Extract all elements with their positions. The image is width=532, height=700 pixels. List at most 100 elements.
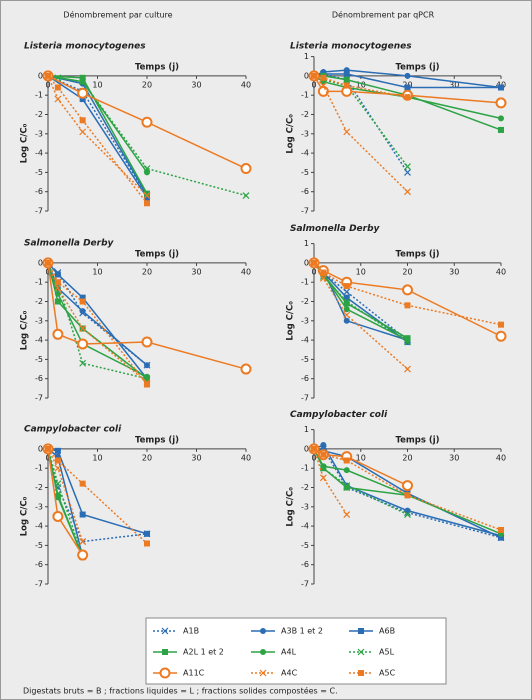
marker — [495, 97, 507, 109]
y-tick-label: -2 — [35, 297, 43, 306]
x-tick-label: 20 — [402, 453, 412, 462]
marker — [498, 126, 504, 133]
legend-label: A6B — [379, 627, 395, 636]
marker — [404, 338, 411, 346]
y-tick-label: -5 — [35, 168, 43, 177]
marker — [343, 457, 350, 464]
marker — [319, 474, 327, 482]
marker — [79, 325, 87, 332]
marker — [144, 540, 150, 547]
x-tick-label: 10 — [356, 453, 366, 462]
y-tick-label: -5 — [35, 355, 43, 364]
marker — [54, 457, 61, 464]
y-axis-label: Log C/C₀ — [20, 310, 30, 350]
y-axis-label: Log C/C₀ — [20, 496, 30, 536]
y-tick-label: -7 — [301, 394, 309, 403]
marker — [343, 298, 351, 305]
series-line — [313, 75, 408, 98]
marker — [498, 534, 504, 541]
legend-label: A5L — [379, 648, 395, 657]
x-tick-label: 40 — [241, 453, 251, 462]
y-tick-label: 1 — [304, 425, 309, 434]
column-header: Dénombrement par qPCR — [332, 10, 435, 20]
marker — [311, 445, 317, 452]
y-tick-label: -1 — [301, 91, 309, 100]
x-tick-label: 30 — [449, 267, 459, 276]
marker — [343, 128, 351, 136]
legend-label: A4C — [281, 669, 298, 678]
x-tick-label: 10 — [92, 80, 102, 89]
marker — [319, 82, 327, 89]
series-line — [314, 448, 502, 539]
x-tick-label: 30 — [191, 80, 201, 89]
marker — [404, 94, 411, 101]
marker — [343, 294, 350, 301]
marker — [495, 330, 507, 342]
x-tick-label: 0 — [311, 80, 316, 89]
y-tick-label: -4 — [301, 522, 309, 531]
marker — [402, 284, 413, 296]
marker — [343, 288, 351, 296]
marker — [79, 128, 87, 136]
panel-title: Listeria monocytogenes — [24, 42, 146, 52]
marker — [320, 442, 327, 449]
x-axis-label: Temps (j) — [135, 249, 179, 259]
y-tick-label: -2 — [301, 297, 309, 306]
marker — [143, 192, 151, 199]
marker — [52, 510, 64, 522]
y-tick-label: -6 — [301, 187, 309, 196]
marker — [79, 78, 87, 86]
x-tick-label: 30 — [449, 80, 459, 89]
marker — [143, 165, 151, 172]
legend-label: A5C — [379, 669, 396, 678]
y-tick-label: -7 — [35, 580, 43, 589]
marker — [343, 482, 351, 489]
marker — [54, 271, 61, 278]
marker — [343, 82, 350, 89]
legend-marker — [159, 667, 171, 679]
marker — [144, 381, 150, 388]
marker — [404, 511, 411, 518]
panel-title: Campylobacter coli — [290, 410, 388, 420]
marker — [79, 298, 86, 305]
x-tick-label: 40 — [496, 267, 506, 276]
marker — [498, 84, 504, 91]
marker — [54, 447, 61, 454]
marker — [52, 328, 64, 340]
y-tick-label: 0 — [304, 258, 309, 267]
marker — [498, 115, 504, 122]
series-line — [47, 262, 148, 385]
y-axis-label: Log C/C₀ — [286, 114, 296, 154]
x-tick-label: 10 — [92, 267, 102, 276]
marker — [144, 194, 150, 201]
y-tick-label: -2 — [301, 110, 309, 119]
marker — [320, 269, 327, 276]
marker — [144, 373, 150, 380]
marker — [404, 84, 411, 91]
series-line — [47, 262, 247, 370]
y-tick-label: 0 — [38, 71, 43, 80]
marker — [343, 300, 350, 307]
legend-label: A1B — [183, 627, 199, 636]
marker — [343, 283, 350, 290]
marker — [404, 492, 411, 499]
series-line — [47, 75, 148, 198]
y-tick-label: -5 — [301, 168, 309, 177]
legend-marker — [358, 670, 364, 676]
y-tick-label: 0 — [38, 444, 43, 453]
series-line — [47, 75, 247, 197]
y-axis-label: Log C/C₀ — [286, 301, 296, 341]
x-tick-label: 20 — [402, 267, 412, 276]
legend-marker — [161, 627, 169, 635]
y-tick-label: -1 — [35, 464, 43, 473]
y-tick-label: 1 — [304, 52, 309, 61]
marker — [343, 70, 350, 77]
marker — [54, 290, 61, 297]
marker — [498, 526, 504, 533]
series-line — [313, 262, 408, 341]
marker — [402, 480, 413, 492]
marker — [45, 259, 51, 266]
panel-title: Salmonella Derby — [290, 224, 381, 234]
y-tick-label: 0 — [304, 444, 309, 453]
